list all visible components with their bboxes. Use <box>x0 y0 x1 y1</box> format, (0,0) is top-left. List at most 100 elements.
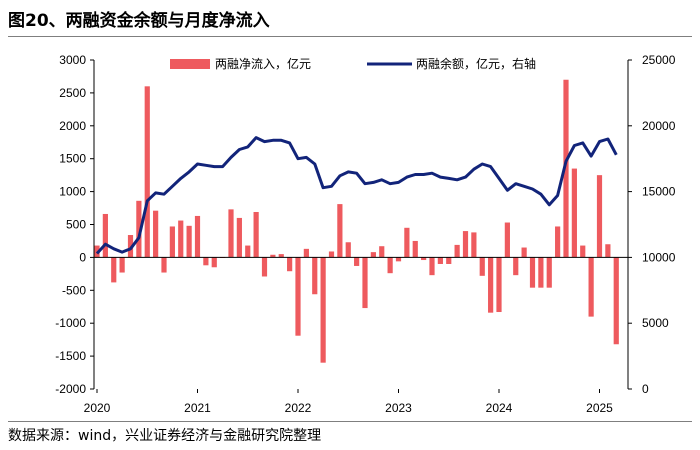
net-inflow-bar <box>588 257 594 317</box>
net-inflow-bar <box>312 257 318 295</box>
legend-line-label: 两融余额，亿元，右轴 <box>416 56 536 71</box>
net-inflow-bar <box>580 245 586 258</box>
net-inflow-bar <box>479 257 485 276</box>
right-tick-label: 20000 <box>642 119 676 133</box>
net-inflow-bar <box>387 257 393 274</box>
net-inflow-bar <box>270 254 276 258</box>
left-tick-label: 1000 <box>59 185 86 199</box>
net-inflow-bar <box>186 225 192 258</box>
left-tick-label: 3000 <box>59 53 86 67</box>
net-inflow-bar <box>295 257 301 336</box>
left-tick-label: -500 <box>62 283 86 297</box>
right-axis: 25000 20000 15000 10000 5000 0 <box>628 53 676 396</box>
net-inflow-bar <box>555 226 561 258</box>
net-inflow-bar <box>412 240 418 258</box>
title-divider <box>8 36 692 37</box>
x-tick-label: 2021 <box>184 401 211 415</box>
left-tick-label: 2500 <box>59 86 86 100</box>
net-inflow-bar <box>521 247 527 258</box>
net-inflow-bar <box>228 209 234 258</box>
net-inflow-bar <box>153 210 159 258</box>
left-tick-label: -2000 <box>55 382 86 396</box>
net-inflow-bar <box>563 79 569 258</box>
net-inflow-bar <box>529 257 536 288</box>
net-inflow-bar <box>144 86 150 258</box>
net-inflow-bar <box>320 257 326 363</box>
legend-bar-label: 两融净流入，亿元 <box>215 56 311 71</box>
net-inflow-bar <box>379 246 385 258</box>
balance-line <box>95 136 618 255</box>
net-inflow-bar <box>119 257 125 273</box>
net-inflow-bar <box>127 235 134 258</box>
net-inflow-bar <box>462 231 469 258</box>
net-inflow-bar <box>513 257 519 276</box>
left-tick-label: 500 <box>66 218 86 232</box>
net-inflow-bar <box>102 213 108 258</box>
right-tick-label: 0 <box>642 382 649 396</box>
net-inflow-bar <box>203 257 209 266</box>
source-note: 数据来源：wind，兴业证券经济与金融研究院整理 <box>8 428 322 444</box>
net-inflow-bar <box>354 257 360 266</box>
net-inflow-bar <box>504 222 510 258</box>
net-inflow-bar <box>429 257 435 276</box>
net-inflow-bar <box>596 175 603 258</box>
x-tick-label: 2025 <box>586 401 613 415</box>
net-inflow-bar <box>395 257 402 262</box>
right-tick-label: 10000 <box>642 250 676 264</box>
net-inflow-bar <box>303 248 309 258</box>
net-inflow-bar <box>261 257 268 277</box>
net-inflow-bar <box>571 168 577 258</box>
net-inflow-bar <box>613 257 619 345</box>
left-tick-label: -1500 <box>55 349 86 363</box>
line-series <box>95 136 618 255</box>
x-axis: 2020 2021 2022 2023 2024 2025 <box>84 389 613 415</box>
net-inflow-bar <box>370 252 376 258</box>
net-inflow-bar <box>278 254 284 258</box>
net-inflow-bar <box>161 257 167 273</box>
net-inflow-bar <box>605 244 611 258</box>
net-inflow-bar <box>111 257 117 283</box>
legend-bar-swatch <box>170 59 210 69</box>
net-inflow-bar <box>245 245 251 258</box>
net-inflow-bar <box>546 257 552 288</box>
net-inflow-bar <box>328 251 335 258</box>
net-inflow-bar <box>404 227 410 258</box>
net-inflow-bar <box>454 244 460 258</box>
net-inflow-bar <box>421 257 427 261</box>
x-tick-label: 2023 <box>385 401 412 415</box>
left-tick-label: -1000 <box>55 316 86 330</box>
net-inflow-bar <box>496 257 502 313</box>
net-inflow-bar <box>253 211 259 258</box>
left-axis: 3000 2500 2000 1500 1000 500 0 -500 -1000 -1500 -2… <box>55 53 94 396</box>
right-tick-label: 5000 <box>642 316 669 330</box>
net-inflow-bar <box>211 257 217 268</box>
net-inflow-bar <box>538 257 544 288</box>
right-tick-label: 25000 <box>642 53 676 67</box>
net-inflow-bar <box>169 226 175 258</box>
legend: 两融净流入，亿元 两融余额，亿元，右轴 <box>170 56 536 71</box>
net-inflow-bar <box>362 257 368 309</box>
net-inflow-bar <box>337 204 343 258</box>
net-inflow-bar <box>471 232 477 258</box>
net-inflow-bar <box>287 257 293 272</box>
chart-title: 图20、两融资金余额与月度净流入 <box>8 11 270 31</box>
net-inflow-bar <box>345 242 351 258</box>
x-tick-label: 2024 <box>486 401 513 415</box>
x-tick-label: 2020 <box>84 401 111 415</box>
axis-lines <box>93 60 629 389</box>
net-inflow-bar <box>194 215 201 258</box>
x-tick-label: 2022 <box>285 401 312 415</box>
left-tick-label: 1500 <box>59 152 86 166</box>
net-inflow-bar <box>437 257 443 264</box>
net-inflow-bar <box>488 257 494 313</box>
net-inflow-bar <box>136 200 142 258</box>
source-divider <box>8 421 692 422</box>
net-inflow-bar <box>446 257 452 264</box>
right-tick-label: 15000 <box>642 185 676 199</box>
left-tick-label: 2000 <box>59 119 86 133</box>
bar-series <box>94 79 619 363</box>
net-inflow-bar <box>178 220 184 258</box>
left-tick-label: 0 <box>79 250 86 264</box>
net-inflow-bar <box>236 217 242 258</box>
